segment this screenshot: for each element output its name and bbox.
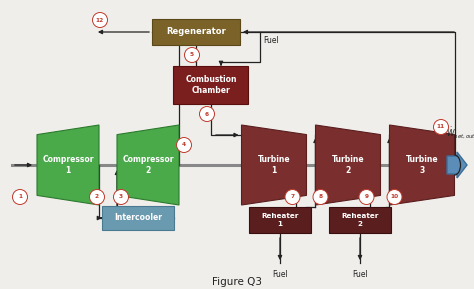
Circle shape [90, 190, 104, 205]
Text: 11: 11 [437, 125, 445, 129]
FancyBboxPatch shape [102, 206, 174, 230]
Text: Reheater
2: Reheater 2 [341, 214, 379, 227]
Text: Intercooler: Intercooler [114, 214, 162, 223]
Text: Turbine
2: Turbine 2 [332, 155, 365, 175]
Text: Fuel: Fuel [352, 270, 368, 279]
Circle shape [12, 190, 27, 205]
Text: Reheater
1: Reheater 1 [261, 214, 299, 227]
Circle shape [113, 190, 128, 205]
Polygon shape [390, 125, 455, 205]
Text: Fuel: Fuel [263, 36, 279, 45]
Text: 7: 7 [291, 194, 294, 199]
Text: 10: 10 [391, 194, 399, 199]
Circle shape [434, 119, 448, 134]
FancyBboxPatch shape [152, 19, 240, 45]
Text: Compressor
1: Compressor 1 [42, 155, 94, 175]
Text: Regenerator: Regenerator [166, 27, 226, 36]
Circle shape [184, 47, 200, 62]
Polygon shape [241, 125, 307, 205]
Text: Combustion
Chamber: Combustion Chamber [185, 75, 237, 95]
FancyArrow shape [447, 152, 467, 178]
Text: Turbine
1: Turbine 1 [258, 155, 290, 175]
Circle shape [200, 107, 215, 121]
Text: 1: 1 [18, 194, 22, 199]
Text: 2: 2 [95, 194, 99, 199]
FancyBboxPatch shape [173, 66, 248, 104]
Circle shape [387, 190, 402, 205]
Text: Fuel: Fuel [272, 270, 288, 279]
FancyBboxPatch shape [249, 207, 311, 233]
Polygon shape [117, 125, 179, 205]
Text: 3: 3 [119, 194, 123, 199]
Text: Compressor
2: Compressor 2 [122, 155, 174, 175]
Circle shape [313, 190, 328, 205]
Polygon shape [316, 125, 381, 205]
Circle shape [285, 190, 300, 205]
Circle shape [92, 12, 108, 27]
Circle shape [359, 190, 374, 205]
Text: Turbine
3: Turbine 3 [406, 155, 438, 175]
Text: Figure Q3: Figure Q3 [212, 277, 262, 287]
Text: 8: 8 [319, 194, 323, 199]
Text: $\dot{W}_{net,out}$: $\dot{W}_{net,out}$ [446, 125, 474, 140]
Polygon shape [37, 125, 99, 205]
Text: 4: 4 [182, 142, 186, 147]
Text: 12: 12 [96, 18, 104, 23]
Text: 9: 9 [365, 194, 368, 199]
Circle shape [176, 138, 191, 153]
Text: 5: 5 [190, 53, 194, 58]
FancyBboxPatch shape [329, 207, 391, 233]
Text: 6: 6 [205, 112, 209, 116]
